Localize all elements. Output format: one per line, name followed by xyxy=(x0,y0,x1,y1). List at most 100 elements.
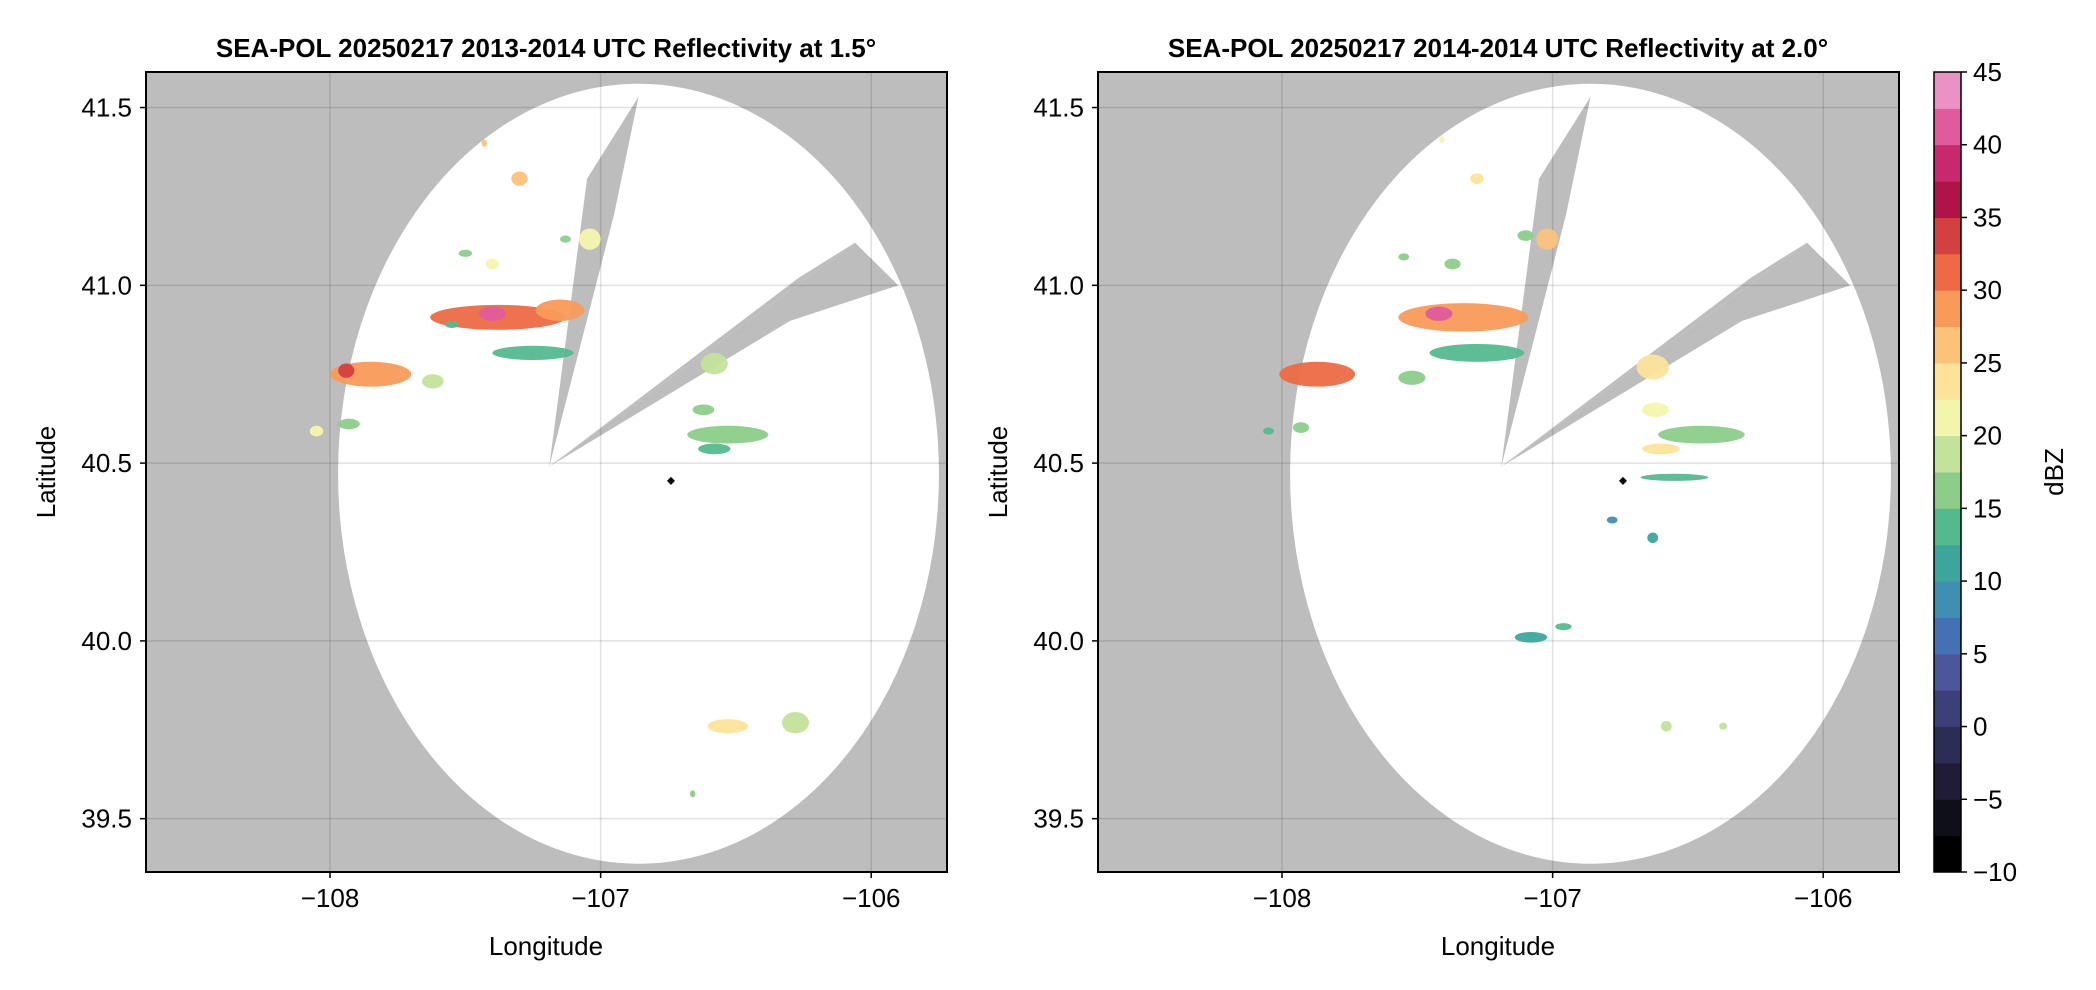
colorbar-frame xyxy=(1933,71,1962,873)
x-tick-label: −107 xyxy=(571,883,630,913)
echo-cell xyxy=(338,418,360,430)
radar-site-marker xyxy=(666,476,675,485)
axis-ticks: −108 −107 −106 39.5 40.0 40.5 41.0 41.5 xyxy=(81,93,900,913)
colorbar-bin xyxy=(1934,435,1961,473)
colorbar-tick-label: 0 xyxy=(1973,712,1987,742)
echo-cell xyxy=(1641,402,1669,417)
coverage-disk xyxy=(338,83,939,864)
y-tick-label: 40.5 xyxy=(1033,448,1084,478)
echo-cell xyxy=(707,719,749,734)
echo-cell xyxy=(1292,422,1310,433)
echo-cell xyxy=(687,425,769,444)
echo-cell xyxy=(1398,303,1529,332)
colorbar: −10 −5 0 5 10 15 20 25 30 35 40 45 dBZ xyxy=(1933,57,2069,887)
y-tick-label: 41.0 xyxy=(81,270,132,300)
colorbar-label: dBZ xyxy=(2039,448,2069,496)
echo-cell xyxy=(1719,722,1728,730)
y-tick-label: 39.5 xyxy=(81,804,132,834)
echo-cell xyxy=(1636,354,1669,380)
echo-cell xyxy=(1279,361,1356,387)
radar-coverage xyxy=(1290,83,1891,864)
colorbar-tick-label: 10 xyxy=(1973,566,2002,596)
x-tick-label: −108 xyxy=(301,883,360,913)
colorbar-bin xyxy=(1934,362,1961,400)
colorbar-bin xyxy=(1934,690,1961,728)
echo-cell xyxy=(1517,230,1534,241)
echo-cell xyxy=(1438,136,1445,144)
echo-cell xyxy=(1555,623,1572,631)
echo-cell xyxy=(700,352,728,375)
radar-site-marker xyxy=(1618,476,1627,485)
echo-cell xyxy=(445,320,459,329)
y-tick-label: 41.5 xyxy=(1033,93,1084,123)
chart-title: SEA-POL 20250217 2013-2014 UTC Reflectiv… xyxy=(216,33,876,63)
right-radar-panel: −108 −107 −106 39.5 40.0 40.5 41.0 41.5 SEA-POL… xyxy=(983,33,1900,961)
echo-cell xyxy=(1536,228,1559,250)
echo-cell xyxy=(698,443,731,455)
axis-ticks: −108 −107 −106 39.5 40.0 40.5 41.0 41.5 xyxy=(1033,93,1852,913)
echo-cell xyxy=(481,139,487,147)
y-tick-label: 41.5 xyxy=(81,93,132,123)
coverage-disk xyxy=(1290,83,1891,864)
echo-cell xyxy=(309,425,324,437)
colorbar-tick-label: 35 xyxy=(1973,202,2002,232)
colorbar-bin xyxy=(1934,762,1961,800)
left-radar-panel: −108 −107 −106 39.5 40.0 40.5 41.0 41.5 SEA-POL… xyxy=(31,33,948,961)
chart-title: SEA-POL 20250217 2014-2014 UTC Reflectiv… xyxy=(1168,33,1828,63)
blocked-sector xyxy=(1501,242,1851,467)
y-tick-label: 41.0 xyxy=(1033,270,1084,300)
colorbar-bin xyxy=(1934,181,1961,218)
echo-cell xyxy=(485,258,500,270)
echo-cell xyxy=(1514,632,1548,643)
echo-cell xyxy=(1470,173,1484,185)
reflectivity-echoes xyxy=(309,139,809,798)
echo-cell xyxy=(560,235,571,243)
colorbar-tick-label: 40 xyxy=(1973,130,2002,160)
colorbar-bin xyxy=(1934,399,1961,437)
echo-cell xyxy=(781,712,809,734)
echo-cell xyxy=(1425,306,1453,321)
colorbar-bin xyxy=(1934,799,1961,837)
echo-cell xyxy=(1660,720,1672,732)
x-tick-label: −107 xyxy=(1523,883,1582,913)
gridlines xyxy=(146,72,947,872)
gridlines xyxy=(1098,72,1899,872)
echo-cell xyxy=(1647,532,1659,544)
echo-cell xyxy=(1444,258,1461,270)
colorbar-bin xyxy=(1934,253,1961,291)
echo-cell xyxy=(692,404,715,416)
x-tick-label: −106 xyxy=(842,883,901,913)
colorbar-bin xyxy=(1934,108,1961,146)
colorbar-bin xyxy=(1934,290,1961,328)
colorbar-bin xyxy=(1934,326,1961,364)
colorbar-tick-label: 25 xyxy=(1973,348,2002,378)
echo-cell xyxy=(1606,516,1618,524)
blocked-sector xyxy=(549,242,899,467)
echo-cell xyxy=(1641,443,1680,455)
x-tick-label: −106 xyxy=(1794,883,1853,913)
x-tick-label: −108 xyxy=(1253,883,1312,913)
colorbar-tick-label: 30 xyxy=(1973,275,2002,305)
echo-cell xyxy=(478,306,506,321)
echo-cell xyxy=(1263,427,1274,435)
colorbar-tick-label: 15 xyxy=(1973,493,2002,523)
plot-frame xyxy=(1097,71,1900,873)
echo-cell xyxy=(1398,253,1410,261)
echo-cell xyxy=(511,171,528,186)
echo-cell xyxy=(1429,344,1525,362)
y-tick-label: 39.5 xyxy=(1033,804,1084,834)
plot-frame xyxy=(145,71,948,873)
colorbar-bin xyxy=(1934,581,1961,618)
radar-coverage xyxy=(338,83,939,864)
colorbar-bin xyxy=(1934,144,1961,182)
echo-cell xyxy=(1640,473,1709,481)
echo-cell xyxy=(458,249,473,257)
colorbar-tick-label: 20 xyxy=(1973,421,2002,451)
x-axis-label: Longitude xyxy=(1441,931,1555,961)
radar-site-diamond xyxy=(1618,476,1627,485)
echo-cell xyxy=(578,228,601,250)
echo-cell xyxy=(338,363,355,378)
colorbar-bin xyxy=(1934,726,1961,764)
colorbar-bin xyxy=(1934,653,1961,691)
